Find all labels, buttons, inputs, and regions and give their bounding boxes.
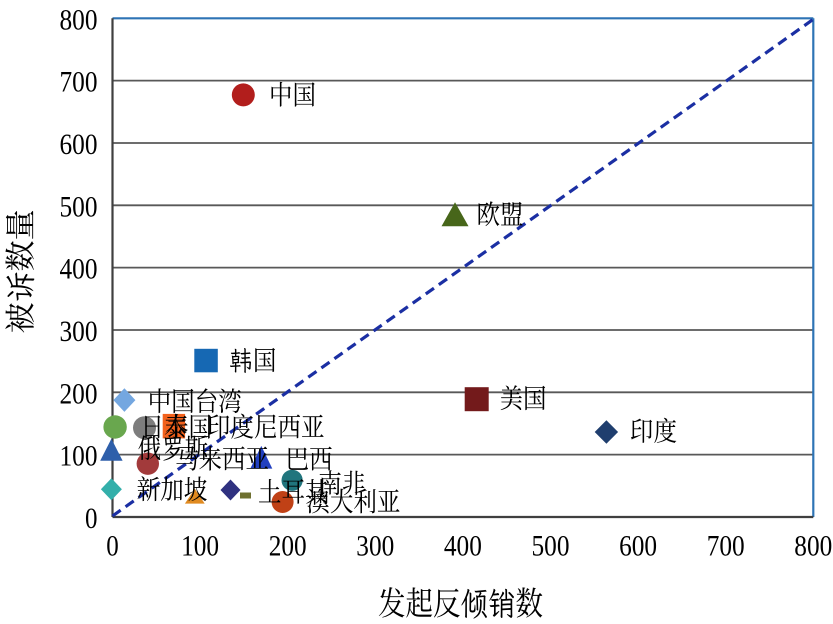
- svg-text:100: 100: [181, 530, 219, 563]
- svg-text:200: 200: [60, 377, 98, 410]
- svg-text:100: 100: [60, 440, 98, 473]
- svg-text:0: 0: [85, 502, 98, 535]
- svg-text:600: 600: [60, 128, 98, 161]
- svg-text:300: 300: [356, 530, 394, 563]
- svg-text:400: 400: [60, 253, 98, 286]
- svg-text:0: 0: [106, 530, 119, 563]
- svg-text:400: 400: [444, 530, 482, 563]
- svg-text:700: 700: [60, 66, 98, 99]
- svg-text:600: 600: [619, 530, 657, 563]
- svg-text:800: 800: [60, 3, 98, 36]
- svg-text:700: 700: [707, 530, 745, 563]
- svg-text:200: 200: [269, 530, 307, 563]
- svg-text:800: 800: [794, 530, 832, 563]
- svg-text:500: 500: [532, 530, 570, 563]
- svg-text:300: 300: [60, 315, 98, 348]
- svg-text:500: 500: [60, 190, 98, 223]
